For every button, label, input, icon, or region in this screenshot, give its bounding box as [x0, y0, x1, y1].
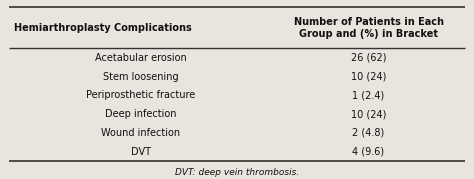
Text: Acetabular erosion: Acetabular erosion [95, 53, 187, 63]
Text: 10 (24): 10 (24) [351, 72, 386, 81]
Text: 4 (9.6): 4 (9.6) [353, 147, 384, 157]
Text: 26 (62): 26 (62) [351, 53, 386, 63]
Text: Deep infection: Deep infection [105, 109, 177, 119]
Text: 2 (4.8): 2 (4.8) [352, 128, 385, 138]
Text: 10 (24): 10 (24) [351, 109, 386, 119]
Text: DVT: deep vein thrombosis.: DVT: deep vein thrombosis. [175, 168, 299, 177]
Text: 1 (2.4): 1 (2.4) [352, 90, 385, 100]
Text: Number of Patients in Each
Group and (%) in Bracket: Number of Patients in Each Group and (%)… [293, 17, 444, 38]
Text: Wound infection: Wound infection [101, 128, 181, 138]
Text: Stem loosening: Stem loosening [103, 72, 179, 81]
Text: Periprosthetic fracture: Periprosthetic fracture [86, 90, 196, 100]
Text: Hemiarthroplasty Complications: Hemiarthroplasty Complications [14, 23, 192, 33]
Text: DVT: DVT [131, 147, 151, 157]
